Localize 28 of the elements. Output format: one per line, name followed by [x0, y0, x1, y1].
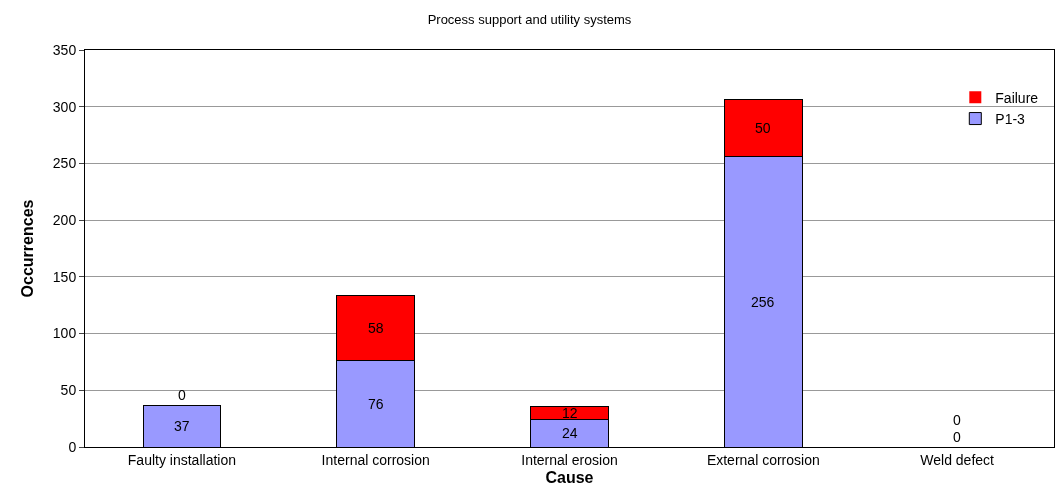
y-tick-label: 300 [52, 98, 77, 115]
y-tick-label: 150 [52, 268, 77, 285]
x-tick-label: Faulty installation [127, 451, 236, 468]
x-tick-label: External corrosion [706, 451, 820, 468]
data-label: 0 [178, 387, 186, 403]
x-tick-label: Weld defect [920, 451, 995, 468]
data-label: 256 [751, 294, 775, 310]
y-tick-label: 0 [68, 438, 77, 455]
legend-label: Failure [995, 89, 1039, 106]
x-axis-title: Cause [545, 469, 594, 487]
data-label: 0 [953, 412, 961, 428]
x-tick-label: Internal erosion [521, 451, 618, 468]
y-axis-title: Occurrences [18, 199, 36, 298]
data-label: 0 [953, 429, 961, 445]
y-tick-label: 200 [52, 212, 77, 229]
data-label: 76 [368, 396, 384, 412]
y-tick-label: 250 [52, 155, 77, 172]
data-label: 50 [755, 120, 771, 136]
x-tick-label: Internal corrosion [321, 451, 430, 468]
y-tick-label: 350 [52, 41, 77, 58]
data-label: 12 [562, 405, 578, 421]
data-label: 37 [174, 418, 190, 434]
y-tick-label: 50 [60, 382, 77, 399]
data-label: 24 [562, 425, 578, 441]
legend-label: P1-3 [995, 111, 1026, 128]
data-label: 58 [368, 320, 384, 336]
chart-title: Process support and utility systems [427, 12, 632, 28]
y-tick-label: 100 [52, 325, 77, 342]
